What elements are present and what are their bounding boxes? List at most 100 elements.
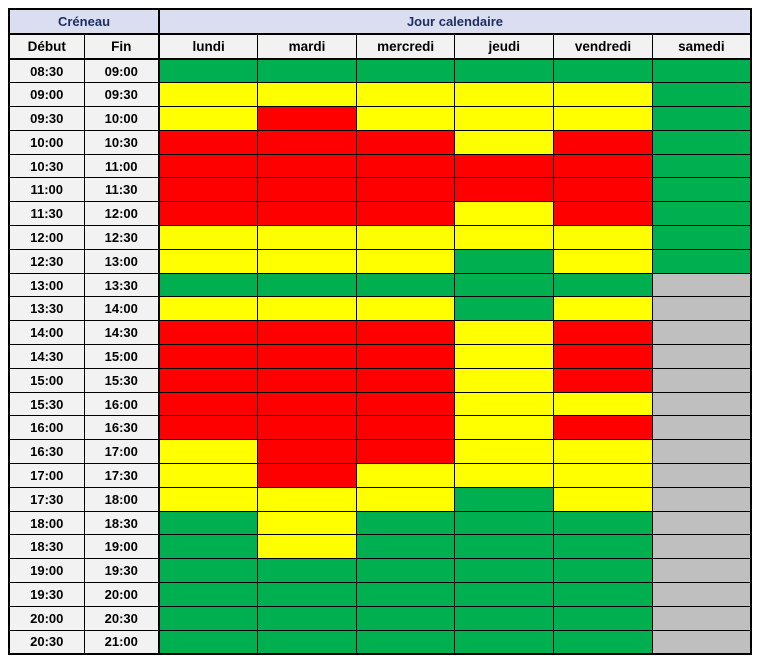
slot-jeudi-08:30[interactable]	[454, 58, 555, 84]
slot-jeudi-13:00[interactable]	[454, 272, 555, 298]
slot-lundi-15:00[interactable]	[158, 367, 259, 393]
slot-vendredi-17:00[interactable]	[553, 463, 653, 488]
slot-mardi-15:30[interactable]	[257, 391, 357, 417]
slot-vendredi-17:30[interactable]	[553, 486, 653, 512]
slot-mercredi-10:30[interactable]	[355, 153, 456, 179]
slot-samedi-13:30[interactable]	[651, 296, 752, 322]
slot-mercredi-17:30[interactable]	[355, 486, 456, 512]
slot-jeudi-11:00[interactable]	[454, 177, 555, 203]
slot-lundi-15:30[interactable]	[158, 391, 259, 417]
slot-mercredi-18:30[interactable]	[355, 534, 456, 560]
slot-vendredi-15:30[interactable]	[553, 391, 653, 417]
slot-jeudi-10:30[interactable]	[454, 153, 555, 179]
slot-lundi-14:30[interactable]	[158, 344, 259, 369]
slot-lundi-11:30[interactable]	[158, 201, 259, 227]
slot-vendredi-14:00[interactable]	[553, 320, 653, 346]
slot-jeudi-16:00[interactable]	[454, 415, 555, 441]
slot-jeudi-09:30[interactable]	[454, 106, 555, 131]
slot-mardi-08:30[interactable]	[257, 58, 357, 84]
slot-vendredi-16:00[interactable]	[553, 415, 653, 441]
slot-jeudi-15:00[interactable]	[454, 367, 555, 393]
slot-jeudi-09:00[interactable]	[454, 82, 555, 108]
slot-samedi-10:00[interactable]	[651, 129, 752, 155]
slot-lundi-10:00[interactable]	[158, 129, 259, 155]
slot-samedi-09:30[interactable]	[651, 106, 752, 131]
slot-mardi-10:30[interactable]	[257, 153, 357, 179]
slot-vendredi-18:30[interactable]	[553, 534, 653, 560]
slot-lundi-14:00[interactable]	[158, 320, 259, 346]
slot-samedi-17:00[interactable]	[651, 463, 752, 488]
slot-mardi-16:00[interactable]	[257, 415, 357, 441]
slot-samedi-11:30[interactable]	[651, 201, 752, 227]
slot-mardi-20:00[interactable]	[257, 605, 357, 631]
slot-samedi-10:30[interactable]	[651, 153, 752, 179]
slot-samedi-20:00[interactable]	[651, 605, 752, 631]
slot-jeudi-19:30[interactable]	[454, 582, 555, 607]
slot-mercredi-11:30[interactable]	[355, 201, 456, 227]
slot-samedi-19:30[interactable]	[651, 582, 752, 607]
slot-mercredi-09:00[interactable]	[355, 82, 456, 108]
slot-jeudi-14:30[interactable]	[454, 344, 555, 369]
slot-lundi-17:30[interactable]	[158, 486, 259, 512]
slot-lundi-19:30[interactable]	[158, 582, 259, 607]
slot-mercredi-17:00[interactable]	[355, 463, 456, 488]
slot-mardi-14:00[interactable]	[257, 320, 357, 346]
slot-lundi-20:00[interactable]	[158, 605, 259, 631]
slot-vendredi-09:00[interactable]	[553, 82, 653, 108]
slot-jeudi-13:30[interactable]	[454, 296, 555, 322]
slot-vendredi-10:00[interactable]	[553, 129, 653, 155]
slot-lundi-12:00[interactable]	[158, 225, 259, 250]
slot-samedi-09:00[interactable]	[651, 82, 752, 108]
slot-mercredi-19:30[interactable]	[355, 582, 456, 607]
slot-samedi-15:00[interactable]	[651, 367, 752, 393]
slot-samedi-13:00[interactable]	[651, 272, 752, 298]
slot-jeudi-16:30[interactable]	[454, 439, 555, 465]
slot-mercredi-15:30[interactable]	[355, 391, 456, 417]
slot-lundi-11:00[interactable]	[158, 177, 259, 203]
slot-lundi-16:00[interactable]	[158, 415, 259, 441]
slot-mardi-18:30[interactable]	[257, 534, 357, 560]
slot-mardi-11:30[interactable]	[257, 201, 357, 227]
slot-jeudi-15:30[interactable]	[454, 391, 555, 417]
slot-mardi-11:00[interactable]	[257, 177, 357, 203]
slot-mercredi-18:00[interactable]	[355, 510, 456, 536]
slot-samedi-11:00[interactable]	[651, 177, 752, 203]
slot-samedi-15:30[interactable]	[651, 391, 752, 417]
slot-samedi-12:30[interactable]	[651, 248, 752, 274]
slot-vendredi-20:30[interactable]	[553, 629, 653, 655]
slot-samedi-08:30[interactable]	[651, 58, 752, 84]
slot-samedi-12:00[interactable]	[651, 225, 752, 250]
slot-mercredi-10:00[interactable]	[355, 129, 456, 155]
slot-mercredi-13:00[interactable]	[355, 272, 456, 298]
slot-vendredi-11:00[interactable]	[553, 177, 653, 203]
slot-vendredi-19:00[interactable]	[553, 558, 653, 584]
slot-vendredi-08:30[interactable]	[553, 58, 653, 84]
slot-mardi-10:00[interactable]	[257, 129, 357, 155]
slot-jeudi-12:30[interactable]	[454, 248, 555, 274]
slot-mardi-15:00[interactable]	[257, 367, 357, 393]
slot-vendredi-10:30[interactable]	[553, 153, 653, 179]
slot-mercredi-15:00[interactable]	[355, 367, 456, 393]
slot-lundi-18:00[interactable]	[158, 510, 259, 536]
slot-mardi-18:00[interactable]	[257, 510, 357, 536]
slot-mardi-09:00[interactable]	[257, 82, 357, 108]
slot-mercredi-16:00[interactable]	[355, 415, 456, 441]
slot-vendredi-15:00[interactable]	[553, 367, 653, 393]
slot-mardi-14:30[interactable]	[257, 344, 357, 369]
slot-mercredi-11:00[interactable]	[355, 177, 456, 203]
slot-vendredi-11:30[interactable]	[553, 201, 653, 227]
slot-mardi-13:00[interactable]	[257, 272, 357, 298]
slot-vendredi-14:30[interactable]	[553, 344, 653, 369]
slot-mercredi-19:00[interactable]	[355, 558, 456, 584]
slot-samedi-16:30[interactable]	[651, 439, 752, 465]
slot-vendredi-12:00[interactable]	[553, 225, 653, 250]
slot-mercredi-12:30[interactable]	[355, 248, 456, 274]
slot-jeudi-10:00[interactable]	[454, 129, 555, 155]
slot-lundi-17:00[interactable]	[158, 463, 259, 488]
slot-lundi-13:30[interactable]	[158, 296, 259, 322]
slot-lundi-09:30[interactable]	[158, 106, 259, 131]
slot-samedi-16:00[interactable]	[651, 415, 752, 441]
slot-lundi-18:30[interactable]	[158, 534, 259, 560]
slot-jeudi-17:00[interactable]	[454, 463, 555, 488]
slot-mercredi-20:30[interactable]	[355, 629, 456, 655]
